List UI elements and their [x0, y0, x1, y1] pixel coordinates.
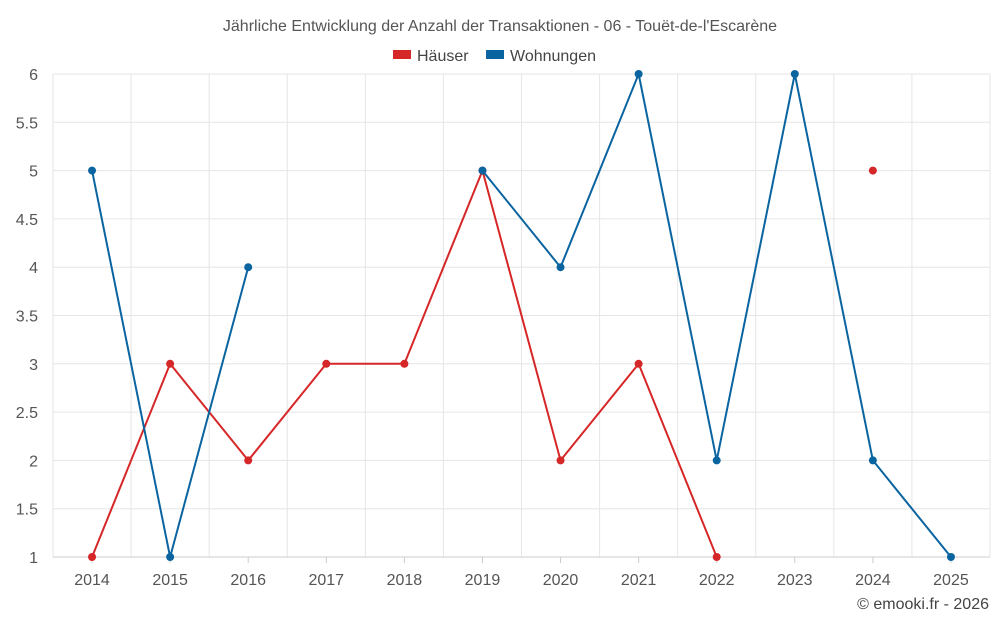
x-tick-label: 2017 — [308, 572, 344, 589]
chart-title: Jährliche Entwicklung der Anzahl der Tra… — [223, 18, 777, 35]
legend-swatch — [486, 50, 504, 59]
data-point-wohnungen — [88, 166, 97, 175]
x-tick-label: 2021 — [621, 572, 657, 589]
data-point-h-user — [244, 456, 253, 465]
y-tick-label: 6 — [29, 67, 38, 84]
data-point-wohnungen — [634, 70, 643, 78]
y-tick-label: 2 — [29, 453, 38, 470]
x-tick-label: 2014 — [74, 572, 110, 589]
data-point-h-user — [322, 359, 331, 368]
y-tick-label: 3.5 — [16, 309, 38, 326]
y-tick-label: 3 — [29, 357, 38, 374]
axes: 1 1.5 2 2.5 3 3.5 4 4.5 5 5.5 6 2014 2015 2016 2017 201… — [16, 67, 990, 589]
x-tick-label: 2016 — [230, 572, 266, 589]
x-tick-label: 2018 — [387, 572, 423, 589]
x-tick-label: 2015 — [152, 572, 188, 589]
x-tick-label: 2023 — [777, 572, 813, 589]
copyright-text: © emooki.fr - 2026 — [857, 596, 989, 613]
data-point-h-user — [556, 456, 565, 465]
y-tick-label: 4 — [29, 260, 38, 277]
data-point-h-user — [88, 553, 97, 561]
x-tick-label: 2019 — [465, 572, 501, 589]
data-point-h-user — [400, 359, 409, 368]
data-point-h-user — [712, 553, 721, 561]
y-tick-label: 5 — [29, 164, 38, 181]
data-point-wohnungen — [946, 553, 955, 561]
y-tick-label: 2.5 — [16, 405, 38, 422]
y-tick-label: 1.5 — [16, 502, 38, 519]
x-tick-label: 2020 — [543, 572, 579, 589]
data-point-h-user — [634, 359, 643, 368]
x-tick-label: 2024 — [855, 572, 891, 589]
data-point-wohnungen — [712, 456, 721, 465]
y-tick-label: 5.5 — [16, 115, 38, 132]
data-point-h-user — [868, 166, 877, 175]
y-tick-label: 4.5 — [16, 212, 38, 229]
data-point-wohnungen — [868, 456, 877, 465]
y-tick-label: 1 — [29, 550, 38, 567]
series-group — [88, 70, 955, 561]
data-point-wohnungen — [556, 263, 565, 272]
data-point-wohnungen — [166, 553, 175, 561]
x-tick-label: 2025 — [933, 572, 969, 589]
x-tick-label: 2022 — [699, 572, 735, 589]
legend-swatch — [393, 50, 411, 59]
data-point-h-user — [166, 359, 175, 368]
legend-label: Häuser — [417, 48, 469, 65]
legend: Häuser Wohnungen — [393, 48, 596, 65]
data-point-wohnungen — [244, 263, 253, 272]
data-point-wohnungen — [478, 166, 487, 175]
legend-label: Wohnungen — [510, 48, 596, 65]
data-point-wohnungen — [790, 70, 799, 78]
